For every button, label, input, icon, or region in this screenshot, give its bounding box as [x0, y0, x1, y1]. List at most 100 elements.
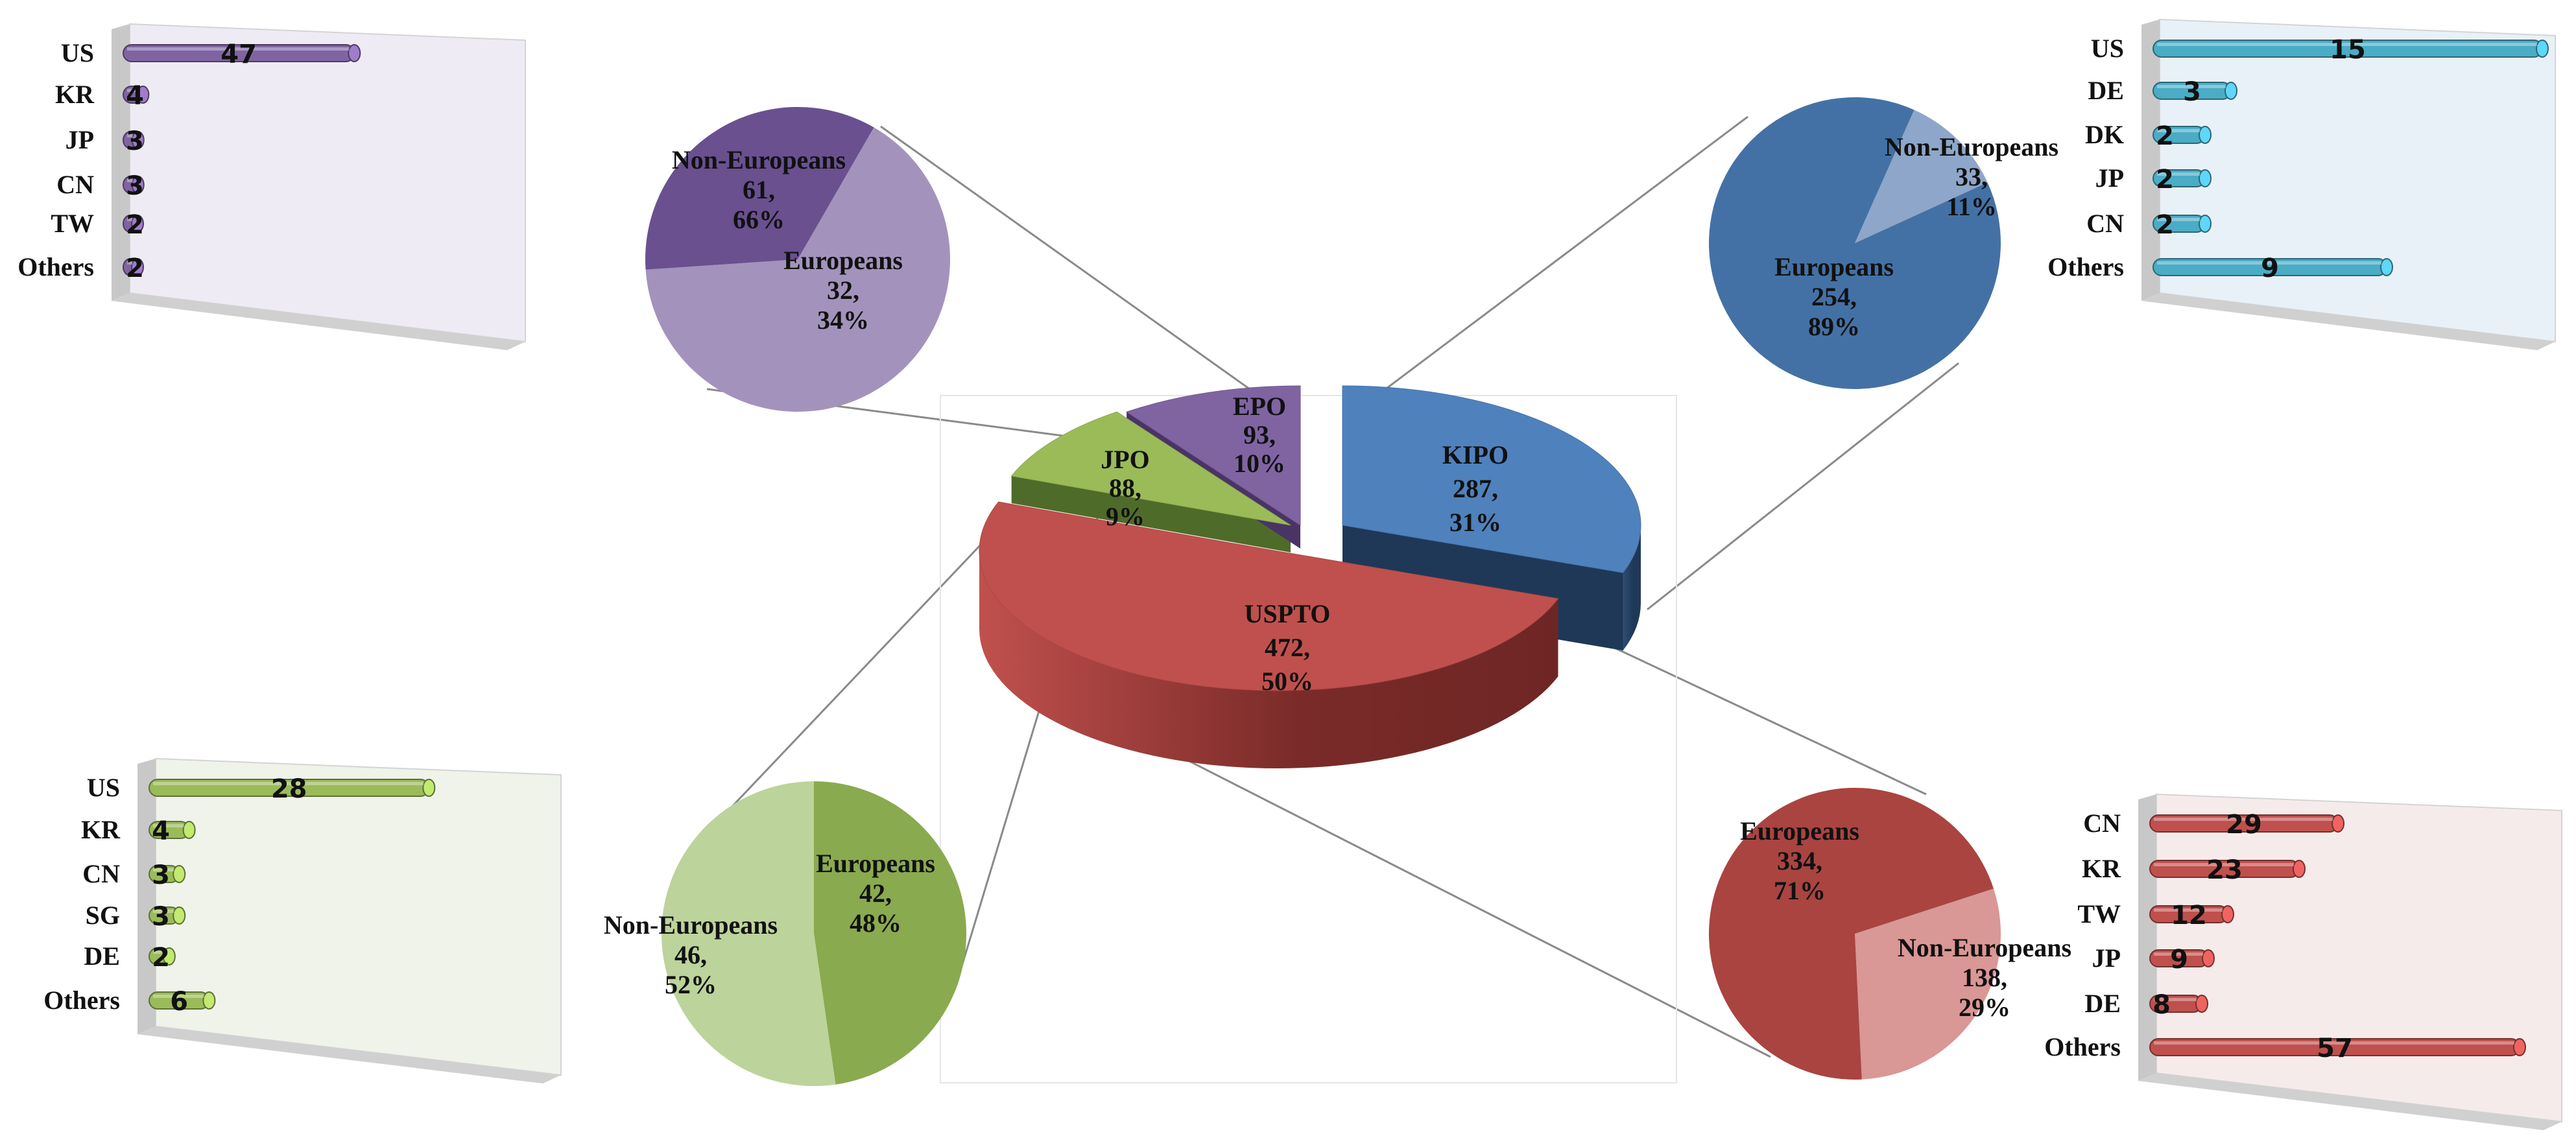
slice-value: 61, — [743, 175, 775, 204]
slice-value: 472, — [1265, 633, 1310, 662]
plot-side-wall — [2141, 19, 2160, 301]
plot-floor — [112, 293, 525, 350]
bar-cap — [173, 865, 186, 883]
value-label: 9 — [2170, 945, 2188, 975]
category-label: US — [61, 38, 94, 67]
bar-cap — [2513, 1038, 2526, 1056]
value-label: 2 — [2156, 165, 2174, 195]
value-label: 28 — [271, 774, 307, 804]
category-label: TW — [51, 209, 94, 238]
slice-percent: 31% — [1449, 508, 1501, 537]
bar-highlight — [153, 782, 424, 785]
bar-row-others: Others 9 — [2047, 252, 2393, 283]
value-label: 57 — [2317, 1034, 2353, 1063]
slice-europeans — [814, 781, 967, 1085]
bar-cap — [348, 44, 361, 62]
bar-row-us: US 15 — [2091, 34, 2549, 65]
value-label: 2 — [2156, 210, 2174, 240]
category-label: US — [2091, 34, 2124, 63]
bar-highlight — [127, 89, 138, 92]
slice-percent: 48% — [850, 908, 901, 938]
value-label: 47 — [221, 40, 257, 69]
bar-row-cn: CN 3 — [82, 859, 186, 890]
slice-percent: 66% — [733, 205, 785, 234]
value-label: 4 — [126, 81, 144, 111]
value-label: 9 — [2261, 254, 2279, 283]
category-label: KR — [55, 80, 95, 109]
main-pie-frame — [940, 395, 1677, 1083]
category-label: US — [87, 773, 120, 802]
category-label: TW — [2077, 899, 2121, 929]
value-label: 3 — [126, 171, 144, 201]
category-label: DE — [2088, 76, 2124, 105]
slice-percent: 10% — [1234, 449, 1285, 478]
bar-row-kr: KR 4 — [81, 815, 196, 846]
bar-row-others: Others 2 — [18, 252, 144, 283]
bar-row-us: US 47 — [61, 38, 361, 69]
slice-percent: 50% — [1261, 667, 1313, 696]
bar-cap — [162, 947, 176, 965]
bar-cap — [2536, 40, 2549, 58]
plot-back-wall — [2159, 18, 2556, 343]
category-label: Others — [43, 986, 120, 1015]
main-slice-side-kipo — [1623, 525, 1641, 651]
connector-line-4 — [702, 514, 1010, 838]
kipo-bar-chart: US 15 DE 3 DK 2 JP 2 CN 2 Others 9 — [2047, 18, 2556, 350]
bar-highlight — [2154, 863, 2294, 866]
category-label: CN — [2086, 209, 2124, 238]
bar-highlight — [153, 995, 204, 998]
value-label: 2 — [152, 943, 170, 973]
category-label: CN — [2083, 809, 2121, 838]
category-label: JP — [66, 125, 94, 154]
bar-highlight — [127, 134, 133, 137]
connector-line-3 — [1647, 362, 1959, 611]
bar-row-tw: TW 2 — [51, 209, 144, 240]
category-label: DE — [2084, 989, 2121, 1018]
bar-row-de: DE 2 — [84, 941, 176, 973]
slice-value: 88, — [1109, 473, 1141, 503]
bar-cap — [2224, 82, 2237, 100]
bar-highlight — [153, 868, 174, 871]
bar-cap — [2202, 949, 2215, 967]
bar-highlight — [2154, 1041, 2514, 1045]
category-label: SG — [86, 901, 120, 930]
bar-cap — [2221, 905, 2234, 923]
slice-percent: 9% — [1106, 502, 1145, 531]
bar-highlight — [127, 261, 132, 265]
bar-cap — [2380, 258, 2393, 276]
bar-row-kr: KR 23 — [2082, 854, 2306, 885]
category-label: DE — [84, 941, 120, 971]
slice-name: Europeans — [1774, 252, 1894, 281]
slice-name: Non-Europeans — [1898, 933, 2071, 962]
bar-row-de: DE 8 — [2084, 989, 2208, 1020]
slice-name: Non-Europeans — [672, 145, 846, 174]
slice-name: JPO — [1101, 445, 1150, 474]
plot-floor — [137, 1026, 561, 1083]
slice-non-europeans — [1855, 888, 2001, 1080]
connector-line-6 — [1601, 641, 1927, 796]
slice-value: 42, — [859, 879, 892, 908]
slice-value: 93, — [1243, 420, 1276, 449]
bar-highlight — [2157, 85, 2226, 88]
value-label: 23 — [2206, 855, 2243, 885]
slice-non-europeans — [662, 781, 836, 1086]
bar-row-dk: DK 2 — [2085, 120, 2212, 151]
bar-cap — [2199, 126, 2212, 144]
connector-line-2 — [1342, 115, 1748, 423]
slice-percent: 89% — [1808, 312, 1860, 341]
slice-europeans — [645, 107, 874, 270]
bar-highlight — [127, 218, 132, 221]
bar-row-others: Others 6 — [43, 986, 216, 1017]
value-label: 3 — [126, 126, 144, 156]
slice-name: USPTO — [1245, 599, 1331, 628]
